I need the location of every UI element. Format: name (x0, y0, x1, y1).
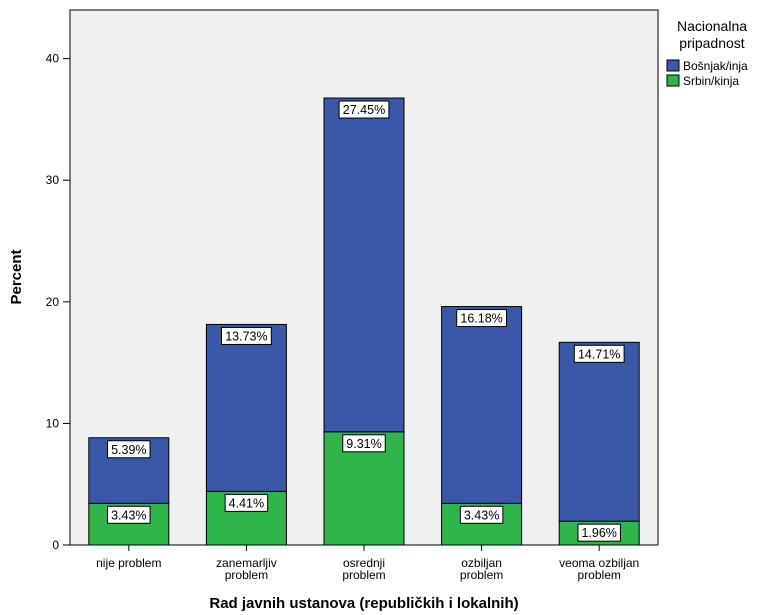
y-axis: 0 10 20 30 40 (46, 52, 70, 552)
bar-segment-bosnjak (441, 306, 523, 504)
data-label-bosnjak: 27.45% (343, 103, 385, 117)
x-tick-label: nije problem (96, 556, 161, 570)
x-tick-label: veoma ozbiljan (559, 556, 639, 570)
x-tick-label: osrednji (343, 556, 385, 570)
x-tick-label: problem (225, 568, 268, 582)
y-tick-label: 30 (46, 173, 60, 187)
data-label-bosnjak-box (107, 440, 151, 459)
legend-item-label: Bošnjak/inja (683, 59, 748, 73)
y-tick-label: 10 (46, 416, 60, 430)
bars-group: 5.39% 3.43% 13.73% 4.41% 27.45% 9.31% 16.18% 3.… (88, 97, 640, 546)
data-label-srbin: 3.43% (111, 508, 146, 522)
legend-item-label: Srbin/kinja (683, 74, 739, 88)
data-label-bosnjak-box (573, 344, 625, 363)
legend: Nacionalna pripadnost Bošnjak/injaSrbin/… (666, 18, 748, 88)
x-tick-label: zanemarljiv (216, 556, 277, 570)
data-label-srbin-box (107, 505, 151, 524)
data-label-srbin: 1.96% (581, 526, 616, 540)
data-label-srbin-box (224, 493, 269, 512)
data-label-bosnjak: 14.71% (578, 347, 620, 361)
data-label-srbin: 4.41% (229, 496, 264, 510)
data-label-bosnjak: 13.73% (225, 329, 267, 343)
x-tick-label: ozbiljan (461, 556, 502, 570)
bar-segment-bosnjak (323, 97, 405, 433)
legend-title-line-1: Nacionalna (677, 18, 747, 34)
legend-title-line-2: pripadnost (679, 35, 744, 51)
x-tick-label: problem (342, 568, 385, 582)
y-tick-label: 40 (46, 52, 60, 66)
legend-swatch (666, 59, 680, 72)
data-label-srbin-box (459, 505, 504, 524)
data-label-bosnjak-box (338, 100, 390, 119)
data-label-bosnjak-box (456, 309, 508, 328)
bar-segment-bosnjak (558, 341, 640, 522)
data-label-bosnjak: 16.18% (460, 312, 502, 326)
data-label-srbin-box (342, 434, 386, 453)
data-label-srbin: 3.43% (464, 508, 499, 522)
x-tick-label: problem (460, 568, 503, 582)
bar-segment-bosnjak (205, 323, 287, 492)
data-label-bosnjak-box (221, 326, 272, 345)
y-axis-title: Percent (8, 249, 25, 304)
data-label-srbin-box (577, 523, 621, 542)
x-axis-title: Rad javnih ustanova (republičkih i lokal… (209, 595, 518, 612)
data-label-srbin: 9.31% (346, 437, 381, 451)
data-label-bosnjak: 5.39% (111, 443, 146, 457)
y-tick-label: 20 (46, 295, 60, 309)
x-tick-label: problem (578, 568, 621, 582)
legend-swatch (666, 74, 680, 87)
y-tick-label: 0 (52, 538, 59, 552)
x-axis: nije problem zanemarljivproblemosrednjipr… (96, 545, 639, 582)
